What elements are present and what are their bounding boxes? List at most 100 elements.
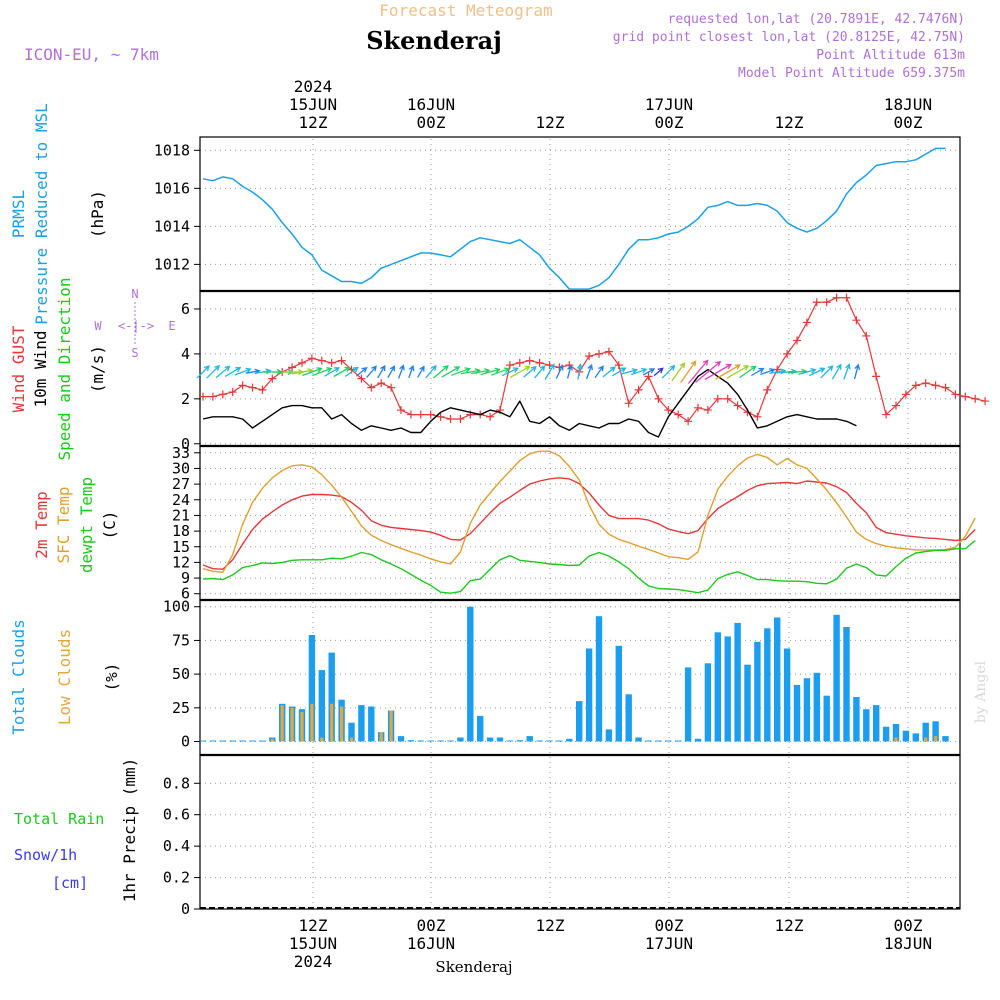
total-cloud-bar bbox=[813, 672, 820, 742]
total-cloud-bar bbox=[546, 740, 553, 742]
requested-coordinates: requested lon,lat (20.7891E, 42.7476N) bbox=[668, 12, 965, 27]
chart-subtitle: Forecast Meteogram bbox=[379, 1, 552, 20]
top-time-label: 00Z bbox=[417, 113, 446, 132]
wind-direction-arrow bbox=[576, 363, 583, 380]
y-tick-label: 9 bbox=[181, 569, 190, 587]
wind-gust-marker bbox=[852, 316, 861, 325]
compass-north: N bbox=[131, 287, 138, 301]
y-tick-label: 2 bbox=[181, 390, 190, 408]
wind-direction-label: Speed and Direction bbox=[55, 277, 74, 460]
total-cloud-bar bbox=[882, 726, 890, 742]
y-tick-label: 12 bbox=[172, 553, 190, 571]
panel-precipitation: 0 0.2 0.4 0.6 0.8 bbox=[163, 754, 961, 918]
total-cloud-bar bbox=[526, 736, 533, 742]
y-tick-label: 0 bbox=[181, 435, 190, 453]
wind-gust-marker bbox=[981, 397, 990, 406]
y-tick-label: 75 bbox=[172, 631, 190, 649]
total-cloud-bar bbox=[942, 736, 949, 742]
total-cloud-bar bbox=[308, 635, 316, 742]
total-cloud-bar bbox=[427, 740, 434, 742]
wind-gust-marker bbox=[911, 381, 920, 390]
wind-direction-arrow bbox=[620, 368, 639, 375]
y-tick-label: 1012 bbox=[154, 255, 190, 273]
chart-title: Skenderaj bbox=[366, 26, 502, 55]
wind-gust-marker bbox=[218, 390, 227, 399]
total-cloud-bar bbox=[566, 738, 573, 742]
wind-gust-marker bbox=[595, 349, 603, 358]
temp-sfc-line bbox=[202, 450, 976, 573]
wind-gust-marker bbox=[783, 349, 792, 358]
total-cloud-bar bbox=[249, 740, 256, 742]
total-cloud-bar bbox=[675, 740, 682, 742]
wind-direction-arrow bbox=[751, 367, 765, 377]
total-cloud-bar bbox=[783, 648, 791, 742]
y-tick-label: 100 bbox=[163, 598, 190, 616]
bottom-time-label: 12Z bbox=[536, 916, 565, 935]
y-tick-label: 1018 bbox=[154, 141, 190, 159]
low-cloud-bar bbox=[280, 705, 284, 742]
wind-gust-marker bbox=[971, 394, 980, 403]
y-tick-label: 6 bbox=[181, 585, 190, 603]
wind-gust-marker bbox=[753, 412, 762, 421]
total-cloud-bar bbox=[843, 627, 850, 742]
wind-gust-marker bbox=[426, 410, 435, 419]
wind-gust-marker bbox=[812, 298, 821, 307]
total-cloud-bar bbox=[655, 740, 662, 742]
wind-direction-arrow bbox=[544, 363, 555, 380]
wind-gust-marker bbox=[654, 394, 663, 403]
total-cloud-bar bbox=[615, 645, 622, 742]
total-cloud-bar bbox=[576, 701, 583, 742]
low-cloud-bar bbox=[340, 706, 344, 742]
wind-gust-marker bbox=[327, 358, 336, 367]
low-cloud-bar bbox=[330, 703, 334, 742]
compass-west: W bbox=[94, 319, 102, 333]
temp-2m-line bbox=[202, 477, 976, 570]
wind-gust-marker bbox=[951, 390, 960, 399]
top-time-label: 00Z bbox=[655, 113, 684, 132]
total-cloud-label: Total Clouds bbox=[9, 619, 28, 735]
total-cloud-bar bbox=[229, 740, 236, 742]
total-cloud-bar bbox=[665, 740, 672, 742]
top-time-label: 12Z bbox=[775, 113, 804, 132]
wind-direction-arrow bbox=[344, 366, 359, 377]
wind-gust-marker bbox=[486, 412, 495, 421]
wind-direction-arrow bbox=[490, 367, 511, 376]
wind-gust-marker bbox=[208, 392, 217, 401]
y-tick-label: 50 bbox=[172, 665, 190, 683]
y-tick-label: 33 bbox=[172, 444, 190, 462]
wind-direction-arrow bbox=[377, 364, 386, 379]
bottom-time-label: 17JUN bbox=[645, 934, 693, 953]
wind-gust-marker bbox=[446, 415, 455, 424]
cloud-bars-group bbox=[199, 606, 949, 742]
wind-direction-arrow bbox=[312, 367, 333, 377]
total-cloud-bar bbox=[318, 670, 325, 742]
wind-gust-marker bbox=[535, 358, 544, 367]
wind-direction-arrow bbox=[432, 365, 449, 379]
total-cloud-bar bbox=[912, 733, 919, 742]
total-cloud-bar bbox=[833, 614, 840, 742]
total-cloud-bar bbox=[437, 740, 444, 742]
wind-direction-arrow bbox=[642, 368, 656, 376]
credit-label: by Angel bbox=[973, 660, 989, 723]
wind-direction-arrow bbox=[853, 363, 861, 380]
wind-direction-arrow bbox=[196, 365, 210, 379]
total-cloud-bar bbox=[239, 740, 246, 742]
wind-direction-arrow bbox=[778, 368, 798, 375]
total-cloud-bar bbox=[635, 737, 642, 742]
total-cloud-bar bbox=[209, 740, 217, 742]
total-cloud-bar bbox=[902, 730, 910, 742]
wind-direction-arrow bbox=[594, 365, 604, 379]
cloud-unit: (%) bbox=[102, 663, 121, 692]
total-cloud-bar bbox=[368, 706, 375, 742]
top-time-label: 17JUN bbox=[645, 95, 693, 114]
wind-gust-marker bbox=[258, 385, 267, 394]
wind-gust-marker bbox=[377, 379, 386, 388]
wind-gust-marker bbox=[832, 293, 841, 302]
wind-gust-marker bbox=[961, 392, 970, 401]
wind-direction-arrow bbox=[831, 363, 842, 380]
wind-direction-arrow bbox=[501, 367, 520, 377]
low-cloud-bar bbox=[349, 737, 354, 742]
y-tick-label: 0.6 bbox=[163, 806, 190, 824]
wind-gust-marker bbox=[505, 361, 514, 370]
y-tick-label: 24 bbox=[172, 491, 190, 509]
